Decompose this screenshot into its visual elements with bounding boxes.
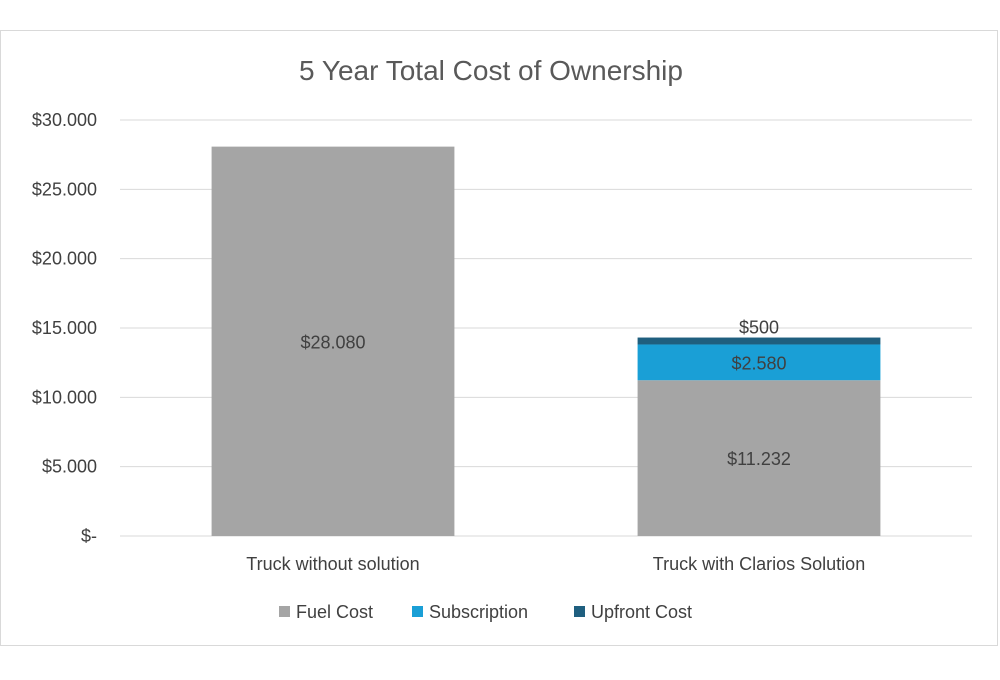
legend: Fuel Cost Subscription Upfront Cost [279,602,692,622]
bar-segment [637,344,881,381]
y-axis: $- $5.000 $10.000 $15.000 $20.000 $25.000 $30.… [32,110,97,546]
bar-segment [637,380,881,536]
legend-label: Fuel Cost [296,602,373,622]
legend-swatch [412,606,423,617]
data-label: $2.580 [731,353,786,373]
x-tick-label: Truck without solution [246,554,419,574]
bar-segment [211,146,455,536]
y-tick-label: $15.000 [32,318,97,338]
bars: $28.080 $11.232 $2.580 $500 [211,146,881,536]
x-tick-label: Truck with Clarios Solution [653,554,865,574]
legend-label: Upfront Cost [591,602,692,622]
y-tick-label: $5.000 [42,457,97,477]
y-tick-label: $- [81,526,97,546]
legend-label: Subscription [429,602,528,622]
data-label: $11.232 [727,449,791,469]
y-tick-label: $25.000 [32,179,97,199]
bar-segment [637,337,881,345]
legend-swatch [574,606,585,617]
x-axis: Truck without solution Truck with Clarios… [246,554,865,574]
data-label: $28.080 [300,332,365,352]
legend-swatch [279,606,290,617]
y-tick-label: $10.000 [32,387,97,407]
chart-title: 5 Year Total Cost of Ownership [299,55,683,86]
y-tick-label: $20.000 [32,249,97,269]
y-tick-label: $30.000 [32,110,97,130]
data-label: $500 [739,318,779,338]
